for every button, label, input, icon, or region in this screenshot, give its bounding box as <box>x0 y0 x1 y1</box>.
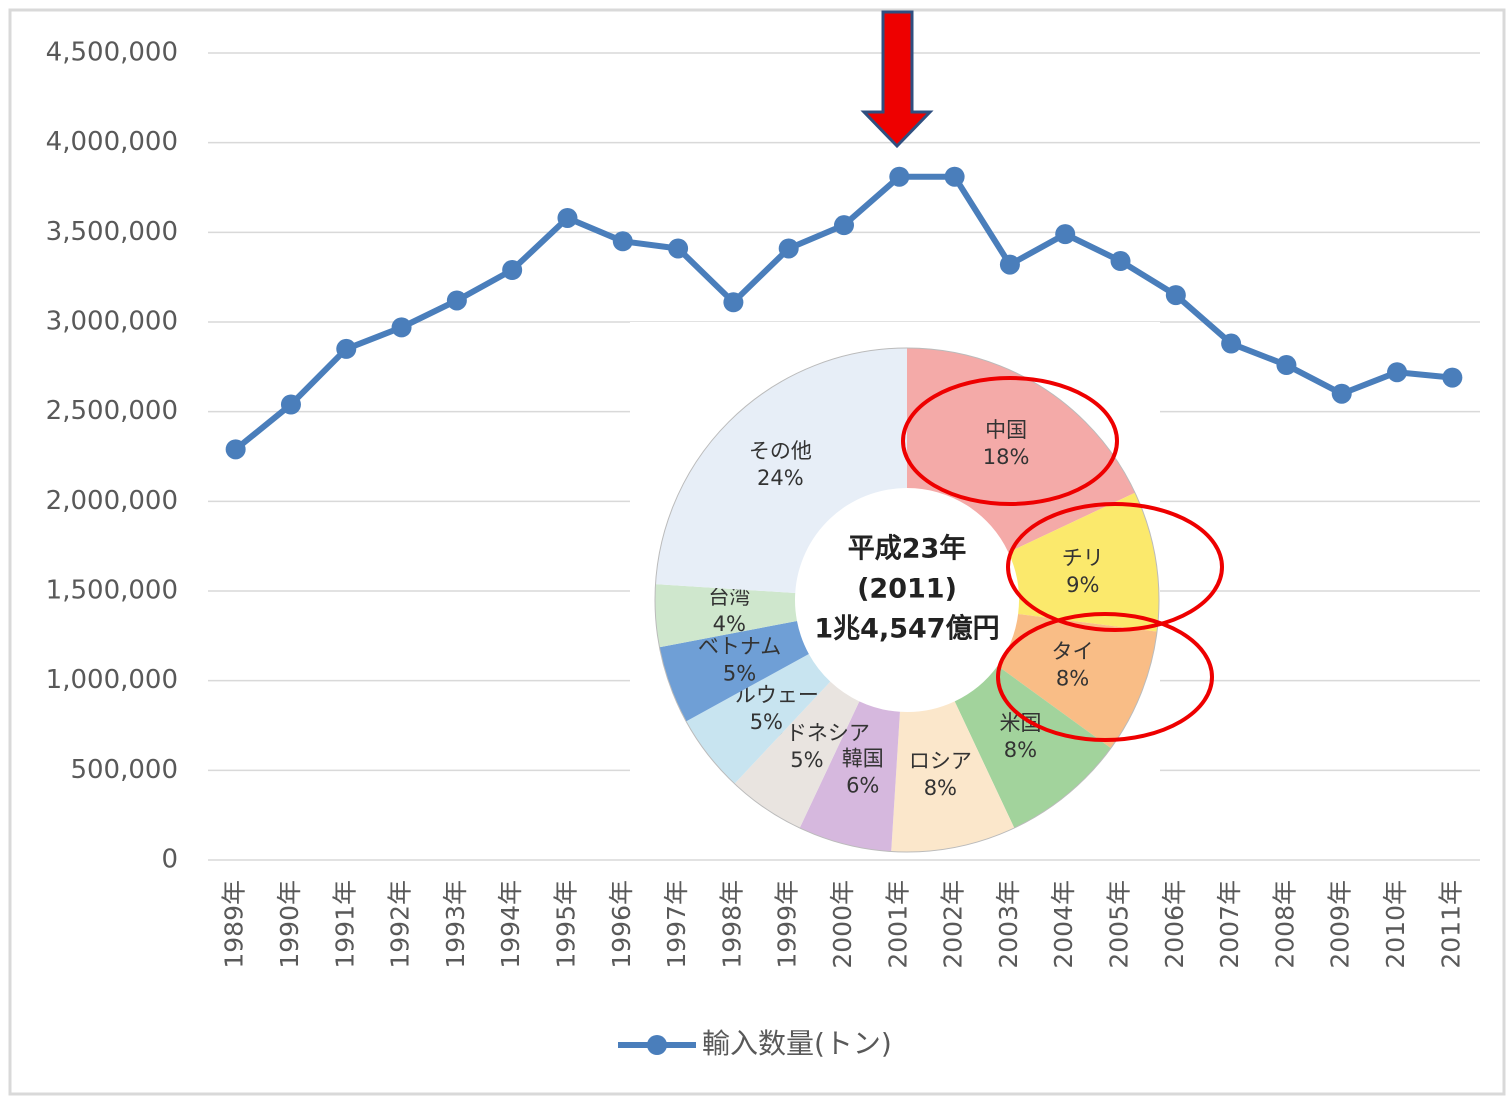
pie-value-label: 5% <box>750 710 783 734</box>
point <box>834 215 854 236</box>
point <box>1165 285 1186 306</box>
pie-value-label: 24% <box>757 466 804 490</box>
x-tick-label: 1993年 <box>441 880 470 969</box>
pie-slice <box>659 620 809 722</box>
x-tick-label: 2009年 <box>1326 880 1355 969</box>
y-tick-label: 2,500,000 <box>46 396 178 426</box>
point <box>999 254 1020 275</box>
pie-value-label: 8% <box>1056 667 1089 691</box>
x-tick-label: 2011年 <box>1436 880 1465 969</box>
y-tick-label: 3,500,000 <box>46 217 178 247</box>
pie-category-label: ベトナム <box>698 634 781 658</box>
point <box>778 238 799 259</box>
y-tick-label: 4,000,000 <box>46 127 178 157</box>
x-tick-label: 1999年 <box>773 880 802 969</box>
pie-slice <box>734 681 860 829</box>
x-tick-label: 1997年 <box>662 880 691 969</box>
pie-center-text: (2011) <box>857 574 957 605</box>
y-tick-label: 1,500,000 <box>46 576 178 606</box>
point <box>1442 367 1463 388</box>
pie-category-label: 韓国 <box>842 746 884 770</box>
x-tick-label: 2007年 <box>1215 880 1244 969</box>
point <box>944 166 965 187</box>
y-tick-label: 500,000 <box>70 755 178 785</box>
point <box>1055 224 1076 245</box>
pie-category-label: 中国 <box>985 418 1027 442</box>
pie-slice <box>686 653 831 784</box>
x-tick-label: 1996年 <box>607 880 636 969</box>
pie-value-label: 8% <box>924 776 957 800</box>
point <box>225 439 246 460</box>
x-tick-label: 2008年 <box>1270 880 1299 969</box>
point <box>336 338 357 359</box>
pie-group: 中国18%チリ9%タイ8%米国8%ロシア8%韓国6%インドネシア5%ノルウェー5… <box>654 347 1160 853</box>
pie-category-label: その他 <box>749 439 812 463</box>
x-tick-label: 2003年 <box>994 880 1023 969</box>
point <box>1331 383 1352 404</box>
pie-value-label: 5% <box>790 748 823 772</box>
pie-value-label: 4% <box>713 612 746 636</box>
point <box>612 231 633 252</box>
point <box>1110 251 1131 272</box>
point <box>668 238 689 259</box>
pie-slice <box>997 614 1158 749</box>
y-tick-label: 2,000,000 <box>46 486 178 516</box>
pie-value-label: 6% <box>846 773 879 797</box>
point <box>446 290 467 311</box>
y-tick-label: 1,000,000 <box>46 665 178 695</box>
highlight-ellipse <box>996 612 1214 742</box>
x-tick-label: 2006年 <box>1160 880 1189 969</box>
point <box>502 259 523 280</box>
highlight-ellipse <box>1006 502 1224 632</box>
x-tick-label: 2004年 <box>1049 880 1078 969</box>
point <box>557 207 578 228</box>
x-tick-label: 1995年 <box>551 880 580 969</box>
line-group <box>225 166 1463 460</box>
y-tick-label: 4,500,000 <box>46 38 178 68</box>
y-tick-label: 0 <box>161 845 178 875</box>
point <box>391 317 412 338</box>
x-tick-label: 2000年 <box>828 880 857 969</box>
arrow <box>860 10 934 149</box>
legend-label: 輸入数量(トン) <box>702 1027 892 1060</box>
point <box>280 394 301 415</box>
pie-center-text: 1兆4,547億円 <box>814 614 999 645</box>
x-tick-label: 1998年 <box>717 880 746 969</box>
point <box>1221 333 1242 354</box>
pie-slice <box>1008 492 1160 632</box>
pie-slice <box>954 665 1111 829</box>
highlight-ellipse <box>901 376 1119 506</box>
y-tick-label: 3,000,000 <box>46 307 178 337</box>
point <box>1276 355 1297 376</box>
pie-value-label: 8% <box>1004 738 1037 762</box>
x-tick-label: 1992年 <box>386 880 415 969</box>
x-tick-label: 1991年 <box>330 880 359 969</box>
x-tick-label: 1990年 <box>275 880 304 969</box>
pie-category-label: ロシア <box>909 749 972 773</box>
pie-center-text: 平成23年 <box>848 533 967 565</box>
pie-slice <box>891 701 1015 853</box>
legend-marker <box>647 1035 667 1055</box>
pie-value-label: 5% <box>723 661 756 685</box>
x-tick-label: 2005年 <box>1105 880 1134 969</box>
pie-value-label: 18% <box>983 445 1030 469</box>
x-tick-label: 1989年 <box>220 880 249 969</box>
pie-slice <box>799 701 900 852</box>
pie-slice <box>655 348 907 593</box>
point <box>1387 362 1408 383</box>
pie-slice <box>907 348 1136 553</box>
point <box>723 292 744 313</box>
x-tick-label: 1994年 <box>496 880 525 969</box>
point <box>889 166 910 187</box>
pie-outline <box>654 347 1160 853</box>
pie-category-label: タイ <box>1052 640 1094 664</box>
x-tick-label: 2001年 <box>883 880 912 969</box>
pie-category-label: チリ <box>1062 546 1104 570</box>
x-tick-label: 2002年 <box>939 880 968 969</box>
pie-slice <box>654 584 797 648</box>
x-tick-label: 2010年 <box>1381 880 1410 969</box>
pie-value-label: 9% <box>1066 573 1099 597</box>
